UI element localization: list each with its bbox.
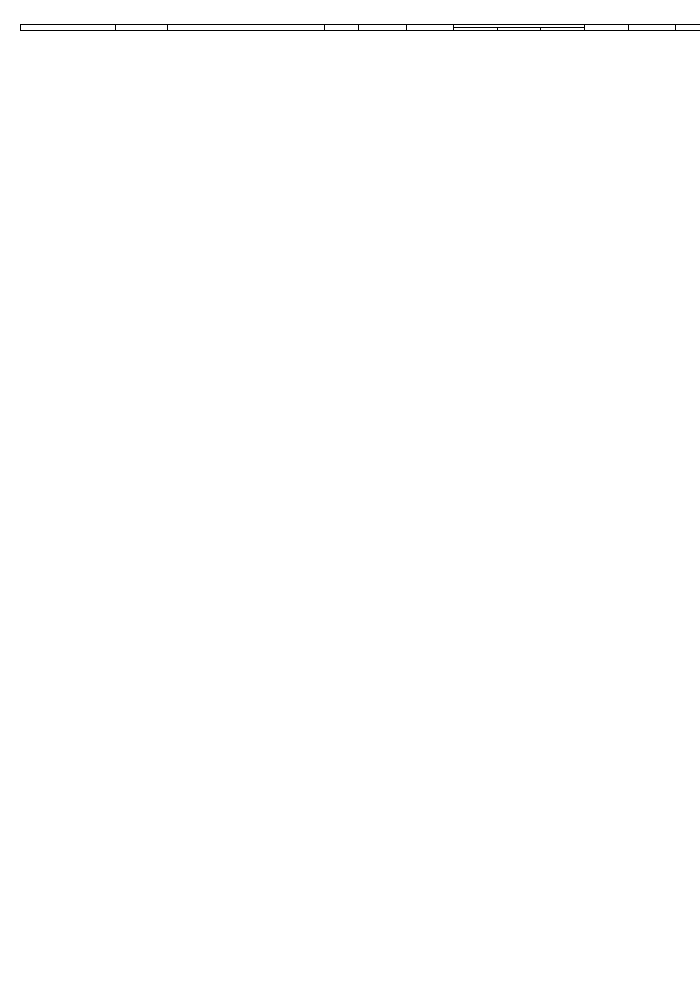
hdr-sapp <box>628 25 676 31</box>
hdr-gender <box>324 25 358 31</box>
hdr-school <box>21 25 116 31</box>
hdr-srate <box>676 25 700 31</box>
hdr-ccap <box>358 25 406 31</box>
hdr-female <box>497 28 541 31</box>
hdr-crate <box>585 25 629 31</box>
hdr-total <box>541 28 585 31</box>
hdr-male <box>454 28 498 31</box>
hdr-course <box>168 25 325 31</box>
main-table <box>20 24 700 31</box>
hdr-prev <box>406 25 454 31</box>
hdr-cap <box>116 25 168 31</box>
